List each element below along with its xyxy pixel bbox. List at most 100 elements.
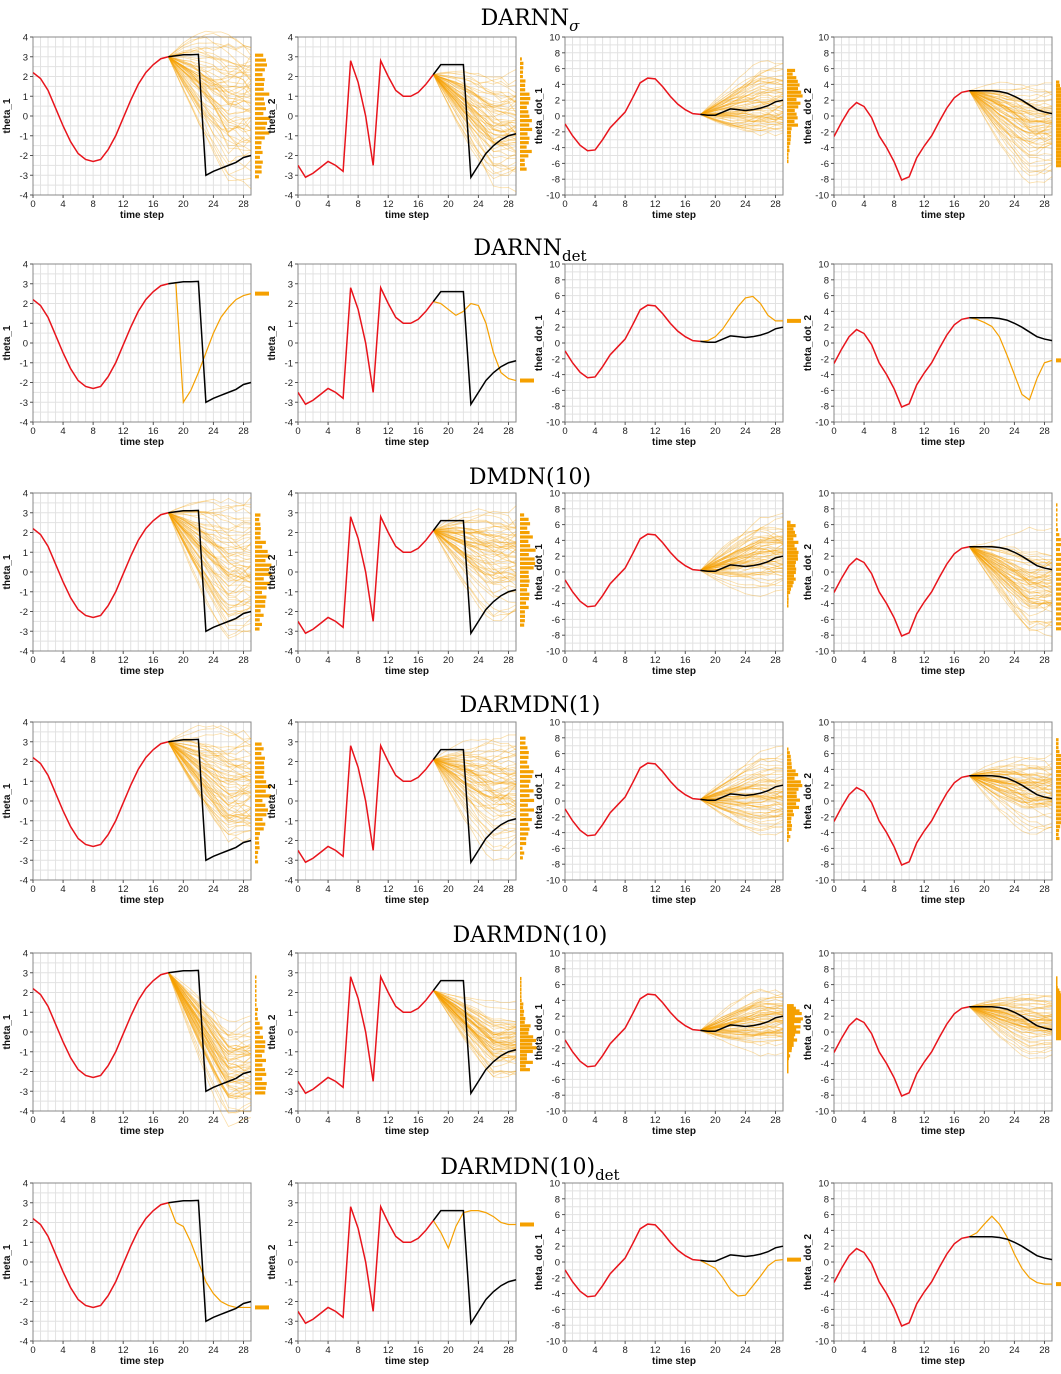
sample-trajectory: [168, 56, 252, 107]
sample-trajectory: [433, 74, 517, 125]
histogram-bar: [787, 90, 802, 94]
y-tick-label: 10: [549, 489, 560, 500]
y-tick-label: 2: [555, 323, 560, 334]
sample-trajectory: [700, 556, 784, 571]
sample-trajectory: [969, 90, 1053, 126]
histogram-bar: [787, 1067, 789, 1071]
sample-trajectory: [969, 775, 1053, 830]
sample-trajectory: [700, 799, 784, 810]
sample-trajectory: [168, 55, 252, 87]
y-tick-label: 4: [824, 996, 829, 1007]
x-tick-label: 12: [919, 426, 930, 437]
sample-trajectory: [167, 512, 252, 637]
histogram-bar: [520, 984, 522, 988]
x-tick-label: 4: [592, 426, 597, 437]
sample-trajectory: [700, 996, 784, 1031]
sample-trajectory: [433, 527, 517, 566]
sample-trajectory: [700, 791, 784, 800]
sample-trajectory: [433, 990, 517, 1027]
sample-trajectory: [969, 546, 1053, 610]
plot-area: [565, 1223, 784, 1298]
sample-trajectory: [433, 530, 517, 576]
sample-trajectory: [700, 796, 784, 801]
y-tick-label: 8: [555, 48, 560, 59]
histogram-bar: [255, 1044, 266, 1049]
histogram-bar: [255, 742, 262, 746]
histogram-bar: [1056, 809, 1061, 813]
histogram-bar: [787, 159, 789, 164]
x-tick-label: 4: [861, 426, 866, 437]
y-tick-label: 0: [555, 568, 560, 579]
histogram-bar: [255, 831, 260, 836]
histogram-bar: [255, 841, 260, 845]
sample-trajectory: [168, 512, 252, 565]
histogram-bar: [1056, 986, 1058, 990]
x-tick-label: 0: [295, 655, 300, 666]
sample-trajectory: [168, 512, 252, 570]
sample-trajectory: [700, 114, 784, 127]
prediction-line: [433, 300, 517, 382]
histogram-bar: [520, 530, 530, 535]
y-tick-label: 4: [23, 949, 28, 960]
x-tick-label: 20: [710, 655, 721, 666]
x-tick-label: 12: [383, 884, 394, 895]
sample-trajectory: [700, 530, 784, 571]
x-tick-label: 12: [919, 1345, 930, 1356]
histogram-bar: [1056, 97, 1061, 101]
sample-trajectory: [432, 530, 517, 615]
sample-trajectory: [700, 799, 784, 832]
histogram-bar: [1056, 1027, 1061, 1031]
sample-trajectory: [969, 767, 1053, 777]
y-tick-label: 0: [824, 797, 829, 808]
histogram-bar: [520, 736, 526, 740]
sample-trajectory: [969, 87, 1053, 93]
histogram-bar: [1056, 976, 1058, 980]
histogram-bar: [520, 378, 534, 383]
sample-trajectory: [167, 56, 252, 176]
histogram-bar: [520, 154, 529, 158]
histogram-bar: [787, 97, 797, 102]
sample-trajectory: [969, 546, 1053, 585]
sample-trajectory: [433, 530, 517, 545]
sample-trajectory: [969, 546, 1053, 586]
histogram-bar: [255, 107, 266, 111]
y-tick-label: 6: [824, 520, 829, 531]
sample-trajectory: [700, 548, 784, 571]
y-tick-label: 3: [23, 52, 28, 63]
histogram-bar: [787, 813, 794, 817]
sample-trajectory: [700, 96, 784, 115]
x-tick-label: 24: [208, 1115, 219, 1126]
sample-trajectory: [969, 775, 1053, 808]
histogram-bar: [787, 1062, 789, 1066]
sample-trajectory: [969, 90, 1053, 123]
y-tick-label: 4: [288, 260, 293, 271]
x-tick-label: 20: [710, 199, 721, 210]
y-tick-label: 4: [23, 260, 28, 271]
x-axis-label: time step: [385, 666, 429, 677]
sample-trajectory: [433, 520, 517, 531]
y-tick-label: -3: [285, 627, 293, 638]
x-tick-label: 28: [1039, 655, 1050, 666]
histogram-bar: [1056, 358, 1061, 363]
sample-trajectory: [969, 1006, 1053, 1028]
sample-trajectory: [433, 759, 517, 802]
sample-trajectory: [969, 1006, 1053, 1020]
y-tick-label: 1: [23, 548, 28, 559]
sample-trajectory: [168, 56, 252, 140]
x-tick-label: 12: [118, 199, 129, 210]
histogram-bar: [787, 1038, 798, 1042]
histogram-bar: [255, 850, 259, 855]
sample-trajectory: [969, 546, 1053, 557]
sample-trajectory: [433, 72, 517, 86]
sample-trajectory: [433, 74, 517, 97]
y-axis-label: theta_dot_1: [534, 773, 545, 830]
histogram-bar: [520, 1024, 531, 1028]
y-tick-label: 6: [824, 1210, 829, 1221]
sample-trajectory: [433, 742, 517, 760]
sample-trajectory: [969, 90, 1053, 143]
histogram-bar: [1056, 597, 1061, 601]
histogram-bar: [520, 583, 529, 588]
sample-trajectory: [969, 90, 1053, 128]
histogram-bar: [787, 747, 789, 751]
sample-trajectory: [700, 530, 784, 571]
